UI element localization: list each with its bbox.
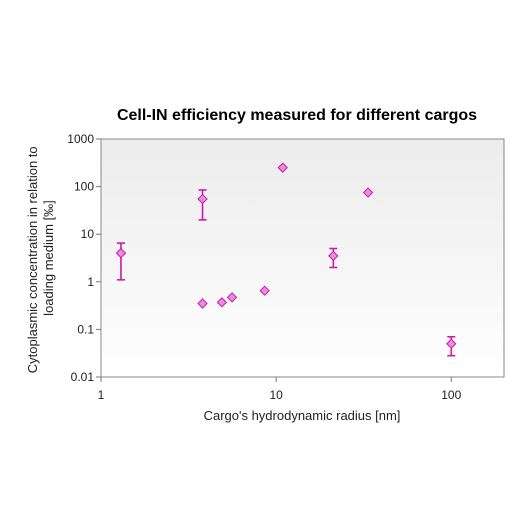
y-tick-label: 0.1 <box>77 322 94 336</box>
data-point <box>259 285 270 296</box>
chart-title: Cell-IN efficiency measured for differen… <box>117 107 477 124</box>
data-points <box>115 162 457 349</box>
data-point <box>277 162 288 173</box>
y-axis-label: Cytoplasmic concentration in relation to… <box>25 143 56 374</box>
data-point <box>197 298 208 309</box>
data-point <box>216 297 228 308</box>
y-axis-label-line-2: loading medium [‰] <box>41 200 56 316</box>
data-point <box>328 250 339 262</box>
x-tick-label: 100 <box>441 388 461 402</box>
plot-area <box>100 138 505 378</box>
y-tick-label: 0.01 <box>71 370 95 384</box>
x-axis-label: Cargo's hydrodynamic radius [nm] <box>204 408 401 423</box>
data-point <box>446 338 457 349</box>
data-point <box>197 193 208 205</box>
y-axis: 0.01 0.1 1 10 100 1000 <box>67 132 101 384</box>
y-tick-label: 10 <box>81 227 95 241</box>
x-tick-label: 10 <box>269 388 283 402</box>
x-axis: 1 10 100 <box>98 377 462 402</box>
data-point <box>362 187 374 198</box>
y-tick-label: 100 <box>74 180 94 194</box>
y-tick-label: 1 <box>87 275 94 289</box>
y-axis-label-line-1: Cytoplasmic concentration in relation to <box>25 146 40 373</box>
x-tick-label: 1 <box>98 388 105 402</box>
data-point <box>226 292 238 303</box>
data-point <box>115 247 127 259</box>
y-tick-label: 1000 <box>67 132 94 146</box>
